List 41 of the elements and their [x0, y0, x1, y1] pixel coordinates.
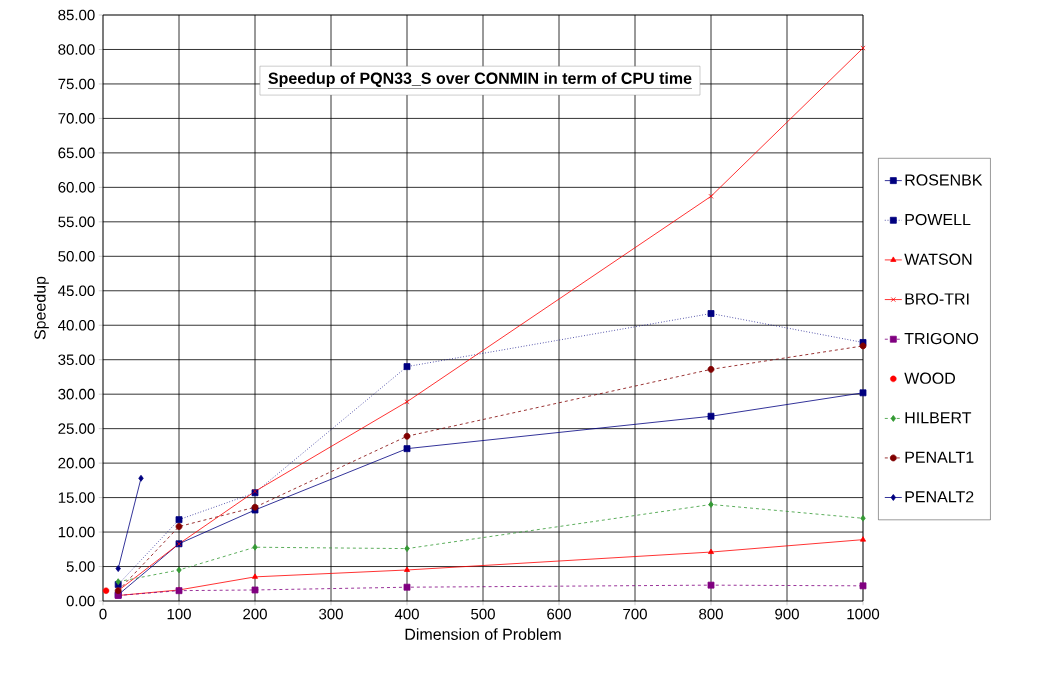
y-tick-label: 50.00	[58, 250, 95, 262]
y-tick-label: 40.00	[58, 319, 95, 331]
legend-label: TRIGONO	[904, 332, 979, 345]
y-tick-label: 0.00	[66, 595, 95, 607]
legend-label: PENALT2	[905, 491, 974, 503]
y-tick-label: 85.00	[58, 9, 95, 21]
x-tick-label: 800	[699, 608, 723, 620]
text: Speedup of PQN33_S over CONMIN in term of CPU time	[268, 72, 692, 88]
x-tick-label: 300	[319, 608, 343, 620]
y-tick-label: 55.00	[58, 216, 95, 228]
legend-label: BRO-TRI	[905, 293, 969, 305]
x-tick-label: 900	[775, 608, 799, 620]
x-tick-label: 200	[243, 608, 267, 620]
x-tick-label: 1000	[847, 608, 880, 620]
legend-label: POWELL	[905, 213, 971, 226]
x-tick-label: 500	[471, 608, 495, 620]
legend-label: PENALT1	[905, 451, 974, 463]
y-tick-label: 45.00	[58, 285, 95, 297]
y-tick-label: 10.00	[58, 526, 95, 538]
y-tick-label: 5.00	[66, 561, 95, 572]
x-tick-label: 100	[167, 608, 191, 620]
x-tick-label: 0	[99, 608, 107, 620]
y-tick-label: 70.00	[58, 113, 95, 124]
y-tick-label: 80.00	[58, 44, 95, 55]
legend-label: ROSENBK	[905, 174, 983, 186]
x-tick-label: 400	[394, 608, 419, 620]
y-tick-label: 60.00	[58, 182, 95, 193]
x-tick-label: 700	[623, 608, 647, 620]
y-tick-label: 30.00	[58, 388, 95, 400]
x-tick-label: 600	[547, 608, 571, 620]
legend-label: WATSON	[904, 253, 972, 265]
y-tick-label: 35.00	[58, 354, 95, 366]
y-tick-label: 25.00	[58, 423, 95, 434]
y-axis-title: Speedup	[33, 276, 49, 340]
legend-label: WOOD	[904, 372, 956, 384]
y-tick-label: 65.00	[58, 147, 95, 159]
x-axis-title: Dimension of Problem	[405, 628, 561, 640]
y-tick-label: 75.00	[58, 78, 95, 90]
y-tick-label: 20.00	[58, 457, 95, 469]
legend-label: HILBERT	[905, 412, 972, 424]
y-tick-label: 15.00	[58, 492, 95, 503]
